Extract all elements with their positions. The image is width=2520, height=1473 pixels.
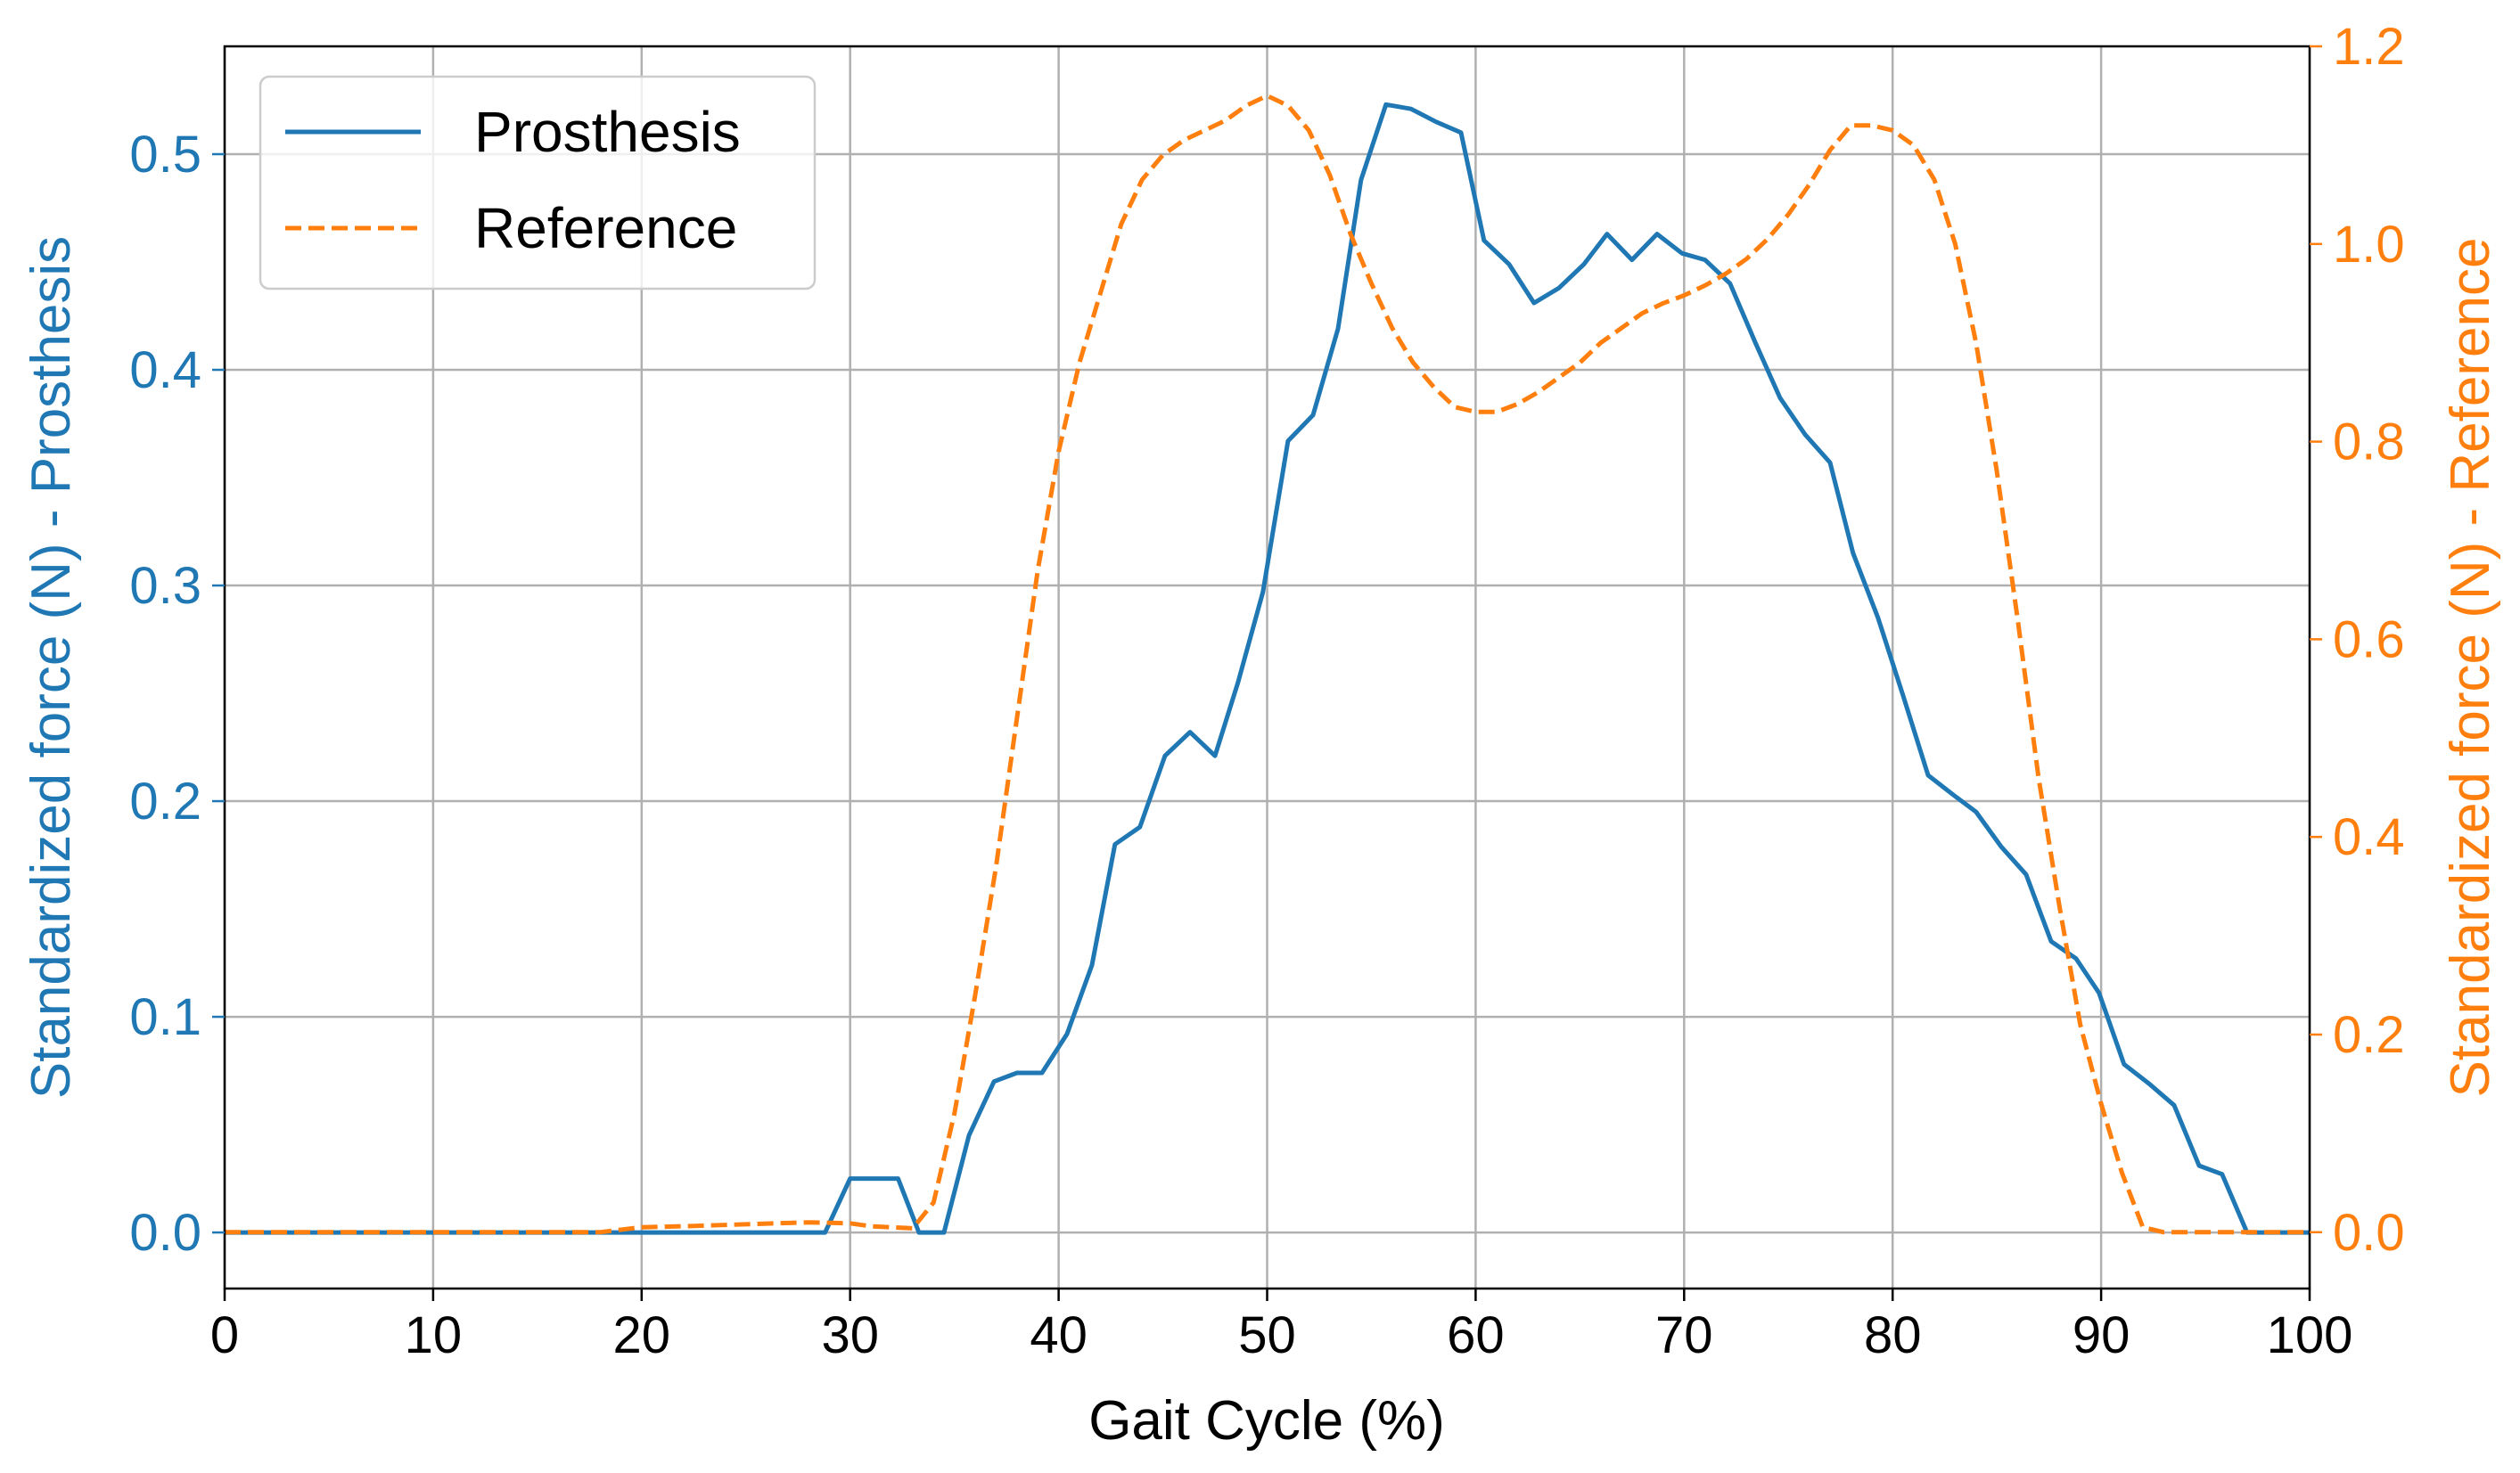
y-axis-right-title: Standardized force (N) - Reference — [2440, 238, 2501, 1098]
y-right-tick-label: 0.4 — [2333, 808, 2405, 866]
x-tick-label: 80 — [1864, 1306, 1922, 1364]
legend: Prosthesis Reference — [259, 75, 817, 291]
x-tick-label: 20 — [613, 1306, 671, 1364]
y-right-tick-label: 0.6 — [2333, 610, 2405, 668]
y-left-tick-label: 0.1 — [129, 988, 201, 1046]
y-left-tick-label: 0.2 — [129, 773, 201, 831]
y-left-tick-label: 0.3 — [129, 557, 201, 615]
x-tick-label: 60 — [1447, 1306, 1505, 1364]
x-tick-label: 10 — [405, 1306, 463, 1364]
x-tick-label: 30 — [821, 1306, 879, 1364]
y-left-tick-label: 0.4 — [129, 341, 201, 399]
x-axis: 0 10 20 30 40 50 60 70 80 90 100 — [210, 1289, 2353, 1364]
y-left-tick-label: 0.5 — [129, 126, 201, 184]
x-tick-label: 50 — [1238, 1306, 1296, 1364]
y-right-tick-label: 0.8 — [2333, 413, 2405, 471]
y-axis-left-title: Standardized force (N) - Prosthesis — [21, 236, 82, 1099]
y-left-tick-label: 0.0 — [129, 1204, 201, 1262]
x-tick-label: 0 — [210, 1306, 239, 1364]
x-tick-label: 100 — [2267, 1306, 2353, 1364]
series-line-reference — [225, 93, 2310, 1235]
y-right-tick-label: 1.2 — [2333, 18, 2405, 76]
x-tick-label: 90 — [2073, 1306, 2130, 1364]
legend-label-prosthesis: Prosthesis — [474, 100, 741, 164]
legend-label-reference: Reference — [474, 196, 737, 260]
y-right-tick-label: 0.2 — [2333, 1006, 2405, 1064]
series-layer — [225, 93, 2310, 1235]
x-tick-label: 40 — [1030, 1306, 1088, 1364]
y-right-tick-label: 0.0 — [2333, 1204, 2405, 1262]
y-axis-left: 0.0 0.1 0.2 0.3 0.4 0.5 — [129, 126, 225, 1262]
x-tick-label: 70 — [1655, 1306, 1713, 1364]
x-axis-title: Gait Cycle (%) — [1088, 1390, 1445, 1452]
series-line-prosthesis — [225, 102, 2310, 1235]
y-right-tick-label: 1.0 — [2333, 216, 2405, 274]
y-axis-right: 0.0 0.2 0.4 0.6 0.8 1.0 1.2 — [2310, 18, 2405, 1262]
